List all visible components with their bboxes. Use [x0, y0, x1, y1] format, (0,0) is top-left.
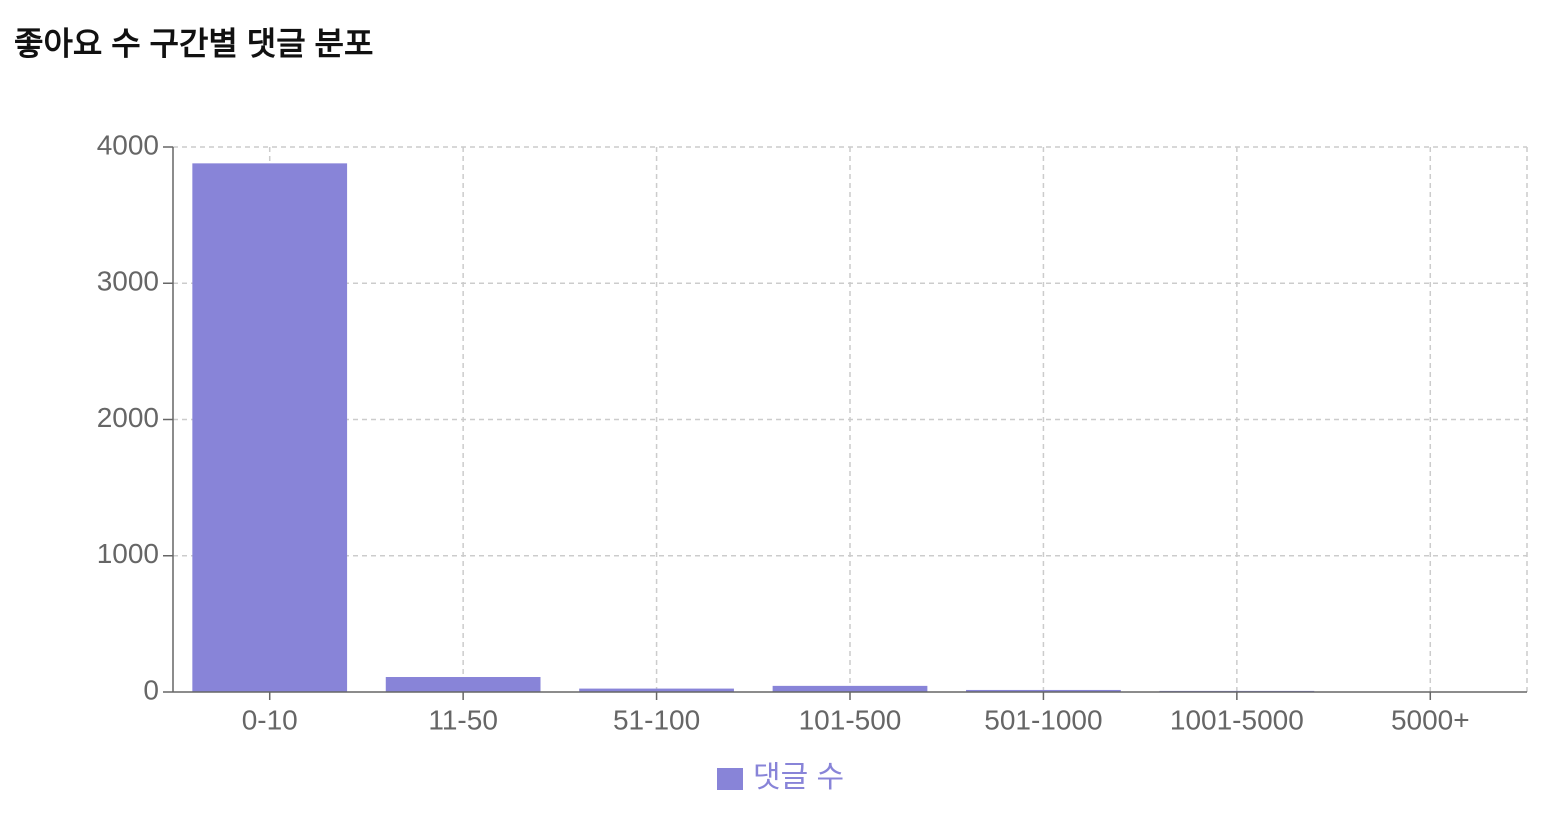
y-tick-label: 3000	[97, 266, 159, 297]
y-tick-label: 0	[143, 674, 159, 705]
x-tick-label: 11-50	[428, 704, 498, 735]
legend-swatch	[717, 768, 743, 790]
y-tick-label: 4000	[97, 129, 159, 160]
bar	[385, 677, 541, 692]
bar	[192, 163, 348, 693]
legend-label: 댓글 수	[753, 761, 844, 794]
chart-title: 좋아요 수 구간별 댓글 분포	[14, 25, 373, 61]
y-tick-label: 1000	[97, 538, 159, 569]
x-tick-label: 501-1000	[984, 704, 1102, 735]
x-tick-label: 1001-5000	[1170, 704, 1304, 735]
bar	[772, 685, 928, 692]
x-tick-label: 51-100	[613, 704, 700, 735]
x-tick-label: 5000+	[1391, 704, 1470, 735]
bar	[579, 688, 734, 692]
x-tick-label: 101-500	[799, 704, 902, 735]
x-tick-label: 0-10	[242, 704, 298, 735]
y-tick-label: 2000	[97, 402, 159, 433]
bar	[966, 689, 1121, 692]
